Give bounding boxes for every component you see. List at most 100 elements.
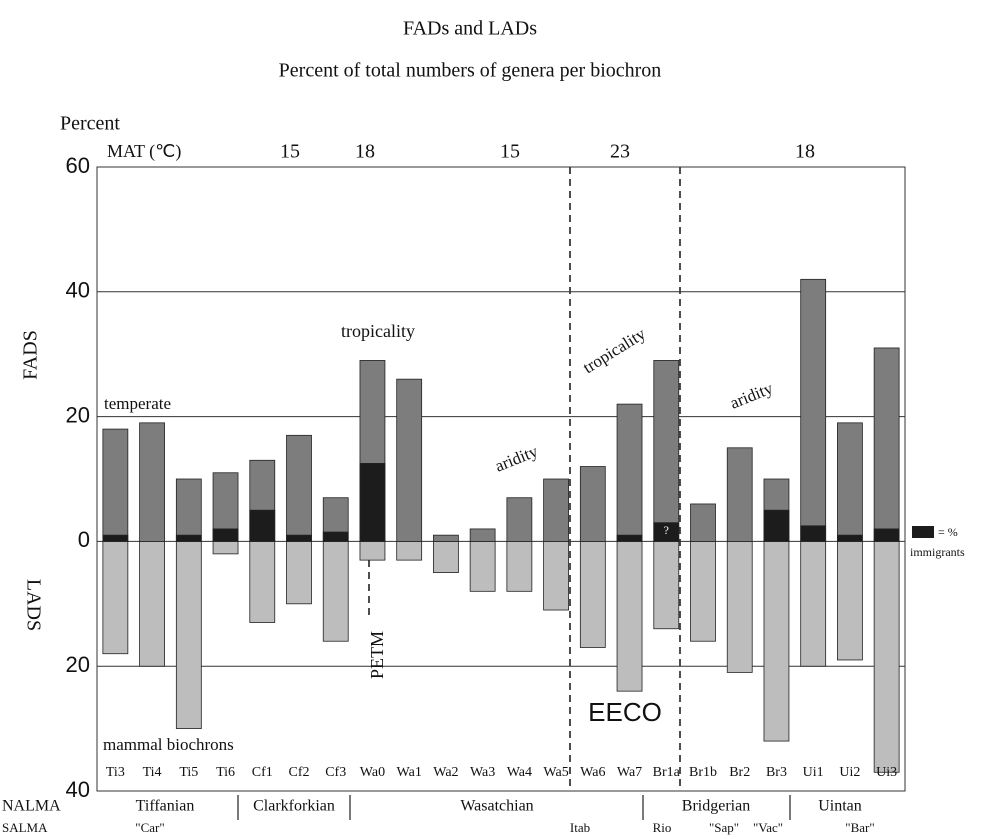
bar (763, 541, 790, 742)
x-tick-label: Cf2 (289, 765, 310, 780)
mat-value: 18 (355, 141, 375, 163)
x-tick-label: Wa5 (543, 765, 568, 780)
plot-frame (96, 166, 906, 792)
x-tick-label: Wa1 (397, 765, 422, 780)
chart-title: FADs and LADs (403, 18, 537, 40)
bar (433, 541, 459, 574)
salma-label: SALMA (2, 820, 48, 835)
nalma-label: NALMA (2, 798, 61, 815)
bar (873, 347, 900, 542)
nalma-name: Wasatchian (460, 798, 533, 815)
bar (359, 541, 386, 561)
x-tick-label: Ui2 (839, 765, 860, 780)
bar (322, 531, 349, 542)
y-tick-label: 20 (66, 402, 90, 427)
x-tick-label: Cf1 (252, 765, 273, 780)
bar (175, 541, 202, 730)
x-tick-label: Br2 (729, 765, 750, 780)
bar (800, 278, 827, 542)
bar (286, 434, 312, 542)
bar (469, 541, 496, 592)
x-tick-label: Ui3 (876, 765, 897, 780)
fads-label: FADS (20, 330, 42, 380)
nalma-name: Clarkforkian (253, 798, 335, 815)
annotation: aridity (492, 441, 541, 475)
x-tick-label: Ti6 (216, 765, 235, 780)
bar (616, 534, 643, 542)
bar (139, 422, 165, 542)
bar (726, 447, 753, 542)
bar (396, 541, 423, 561)
bar (175, 478, 202, 542)
x-tick-label: Cf3 (325, 765, 346, 780)
bar (837, 541, 863, 661)
bar (616, 403, 643, 542)
y-tick-label: 0 (78, 527, 90, 552)
nalma-dividers (237, 795, 791, 820)
bar (653, 360, 680, 542)
salma-name: Itab (570, 820, 590, 835)
x-tick-label: Wa2 (433, 765, 458, 780)
x-tick-label: Br3 (766, 765, 787, 780)
bar (616, 541, 643, 692)
salma-name: "Vac" (753, 820, 783, 835)
bar (726, 541, 753, 673)
bar (690, 503, 716, 542)
bar (506, 541, 533, 592)
annotation: EECO (588, 697, 662, 727)
bar (212, 528, 239, 542)
bar (837, 534, 863, 542)
bar (212, 541, 239, 555)
bar (469, 528, 496, 542)
annotation: aridity (727, 378, 776, 412)
mat-value: 23 (610, 141, 630, 163)
annotation: tropicality (579, 324, 649, 377)
y-tick-label: 60 (66, 153, 90, 178)
nalma-name: Uintan (818, 798, 862, 815)
bar (433, 534, 459, 542)
legend-label: immigrants (910, 545, 965, 559)
bar (543, 541, 569, 611)
salma-name: Rio (653, 820, 672, 835)
bar (837, 422, 863, 542)
bar (139, 541, 165, 667)
salma-name: "Bar" (845, 820, 874, 835)
salma-name: "Car" (135, 820, 164, 835)
categories-label: mammal biochrons (103, 735, 234, 754)
bar (763, 509, 790, 542)
x-tick-label: Ti3 (106, 765, 125, 780)
bar (322, 541, 349, 642)
x-tick-label: Wa4 (507, 765, 532, 780)
y-axis-title: Percent (60, 113, 120, 135)
nalma-name: Bridgerian (682, 798, 750, 815)
chart-subtitle: Percent of total numbers of genera per b… (279, 60, 662, 82)
mat-label: MAT (℃) (107, 141, 181, 162)
nalma-name: Tiffanian (136, 798, 195, 815)
legend-prefix: = % (938, 525, 958, 539)
bar (800, 541, 827, 667)
lads-label: LADS (22, 579, 44, 631)
bar (873, 528, 900, 542)
bar (543, 478, 569, 542)
bar (249, 509, 276, 542)
bar (102, 534, 129, 542)
annotation: PETM (367, 631, 387, 679)
x-tick-label: Wa6 (580, 765, 605, 780)
bar (249, 541, 276, 623)
x-tick-label: Wa7 (617, 765, 642, 780)
bar (396, 378, 423, 542)
y-tick-label: 40 (66, 777, 90, 802)
y-tick-label: 20 (66, 652, 90, 677)
mat-value: 15 (500, 141, 520, 163)
bar (800, 525, 827, 542)
x-tick-label: Ti4 (143, 765, 162, 780)
x-tick-label: Wa0 (360, 765, 385, 780)
annotation: tropicality (341, 321, 415, 341)
x-tick-label: Ti5 (179, 765, 198, 780)
bar (286, 541, 312, 605)
bar (579, 541, 606, 648)
salma-name: "Sap" (709, 820, 739, 835)
bar (653, 541, 680, 630)
bar (579, 466, 606, 542)
